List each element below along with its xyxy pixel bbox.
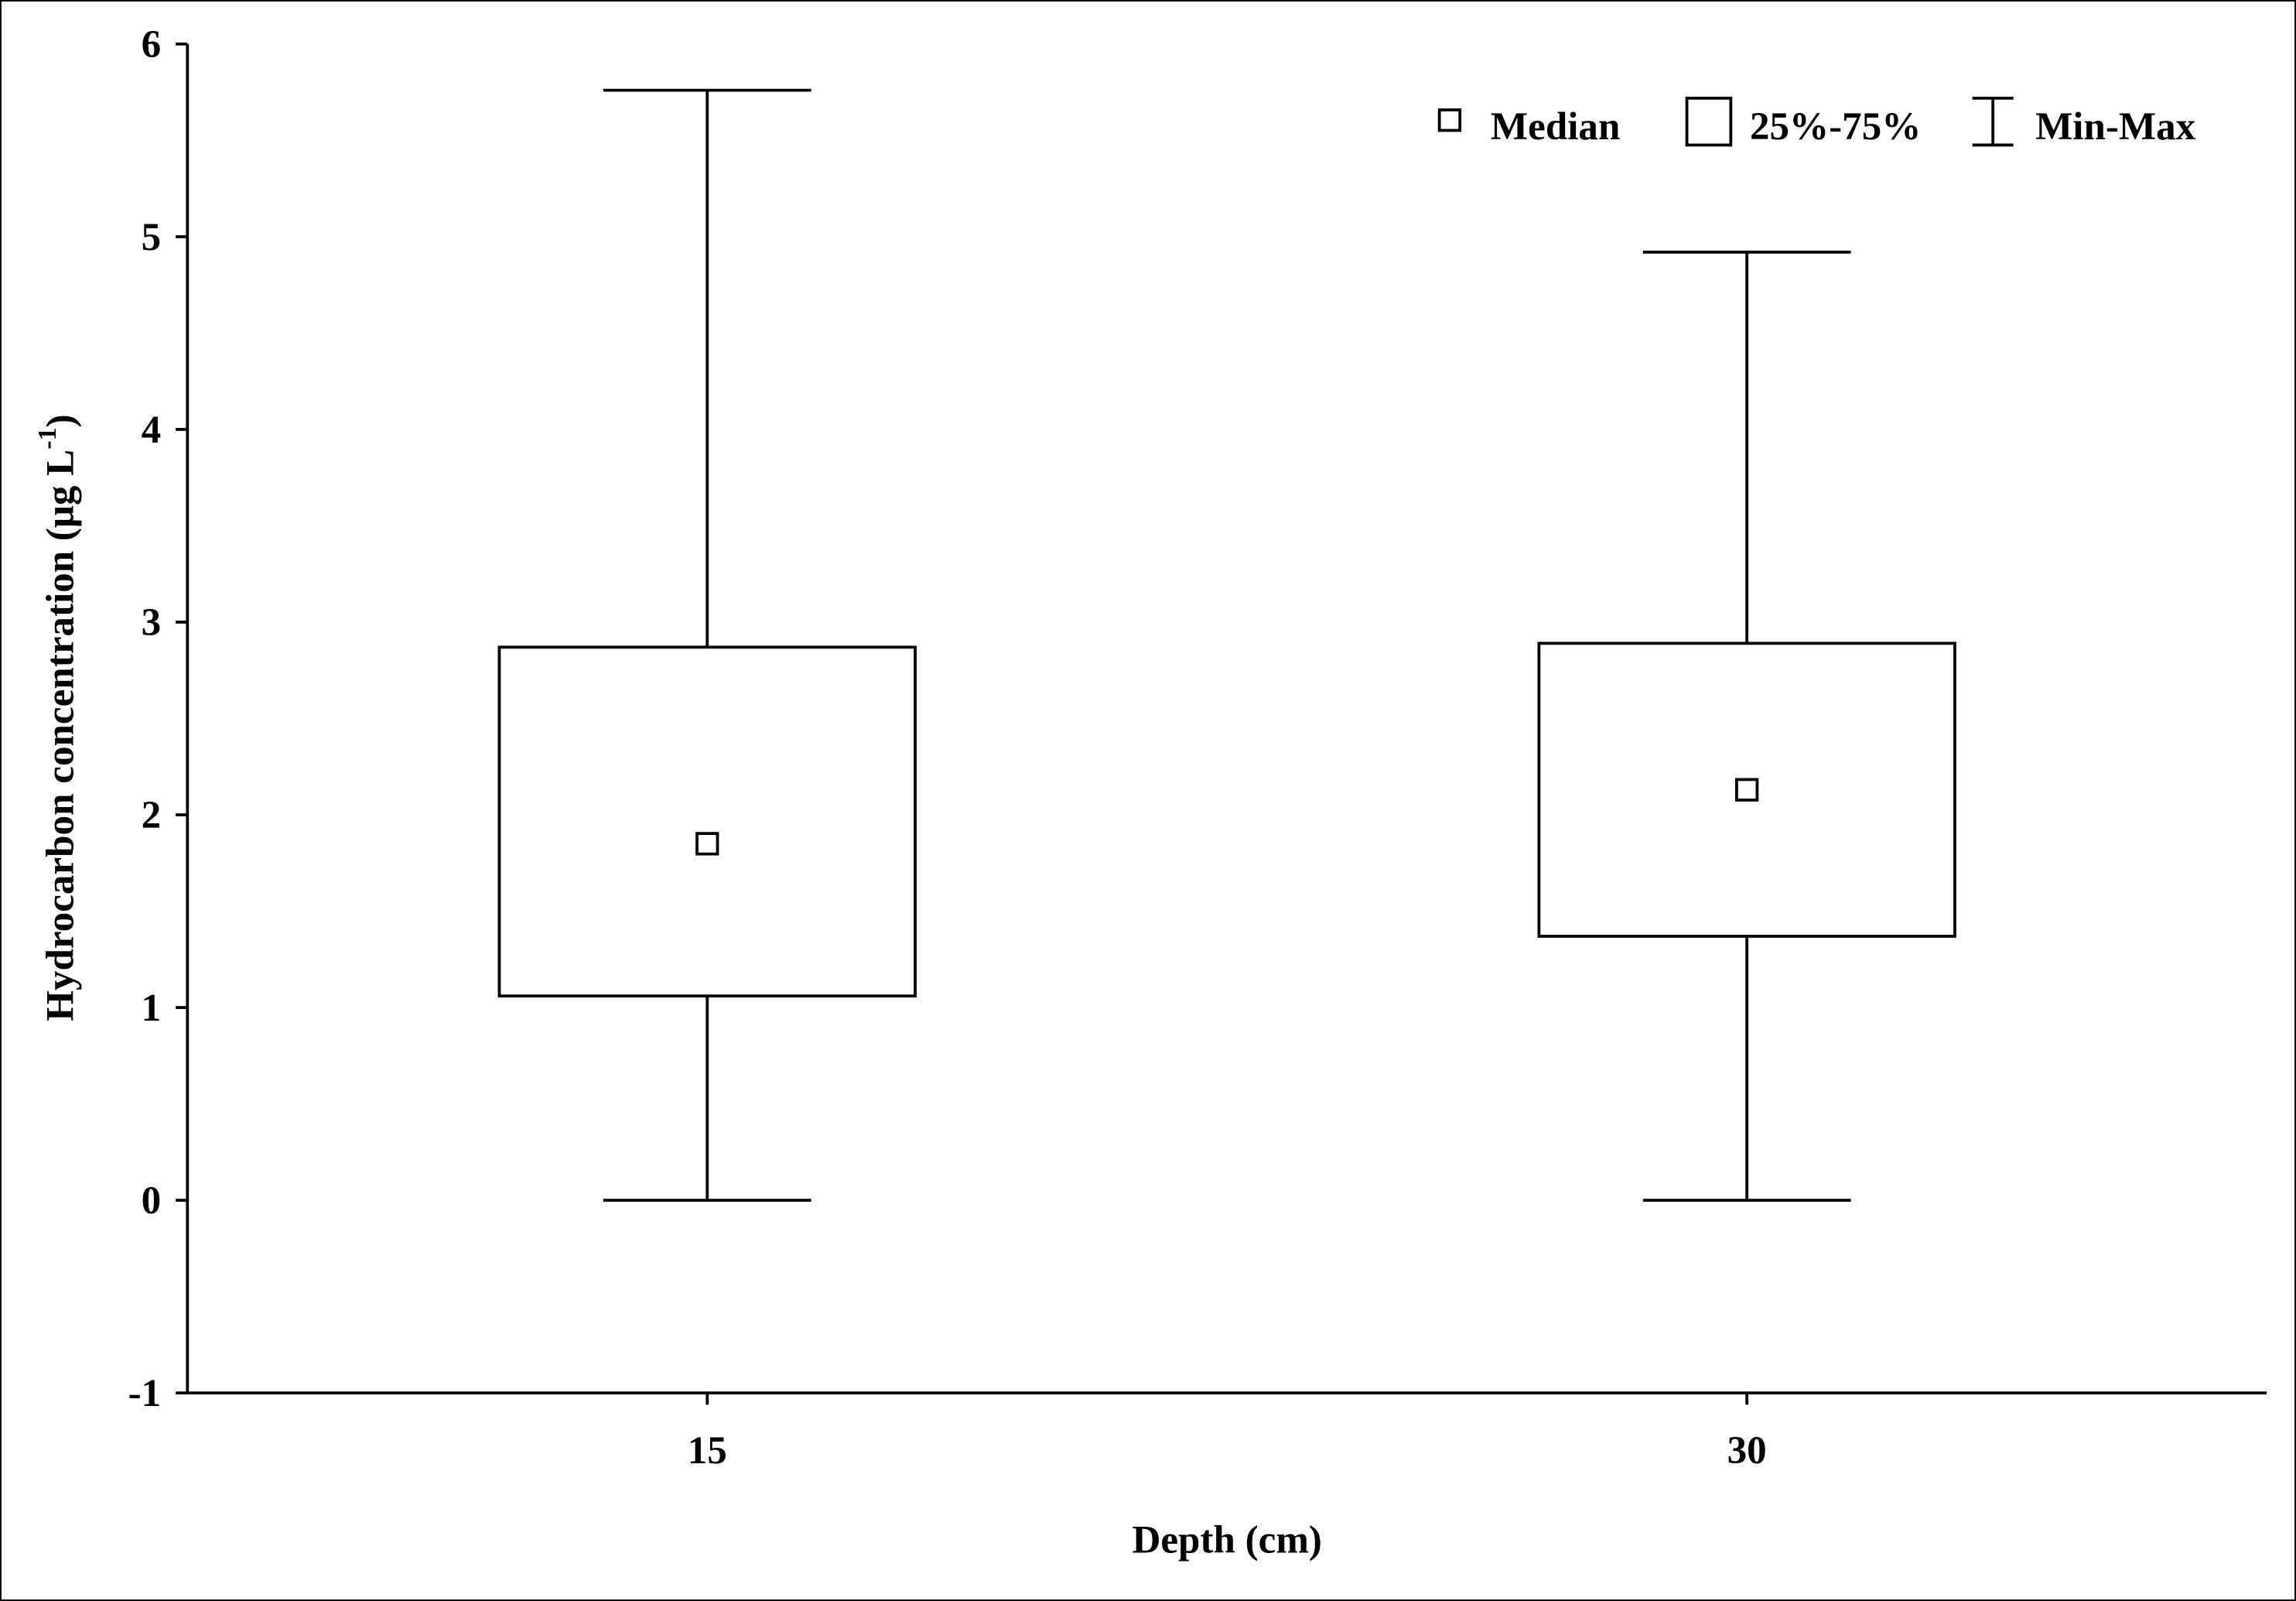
x-tick-label: 15 — [688, 1428, 727, 1473]
y-tick-label: 3 — [142, 600, 162, 645]
y-title-end: ) — [39, 414, 83, 427]
y-tick-label: 4 — [142, 408, 162, 452]
x-tick-label: 30 — [1727, 1428, 1767, 1473]
y-tick-label: 5 — [142, 215, 162, 259]
median-marker — [695, 832, 719, 856]
legend-label: 25%-75% — [1750, 104, 1921, 149]
legend-label: Median — [1491, 104, 1620, 149]
y-tick-label: 0 — [142, 1179, 162, 1223]
legend-box-icon — [1685, 96, 1733, 147]
y-axis-title: Hydrocarbon concentration (μg L-1) — [33, 414, 83, 1021]
median-marker — [1735, 778, 1759, 802]
x-axis-title: Depth (cm) — [1132, 1517, 1321, 1562]
y-title-text: Hydrocarbon concentration (μg L — [39, 450, 83, 1021]
y-tick-label: 6 — [142, 22, 162, 67]
y-tick-label: -1 — [128, 1371, 162, 1415]
y-tick-label: 1 — [142, 986, 162, 1030]
box — [497, 645, 917, 998]
y-title-superscript: -1 — [33, 427, 62, 449]
legend-median-icon — [1437, 108, 1462, 132]
legend-label: Min-Max — [2035, 104, 2196, 149]
y-tick-label: 2 — [142, 793, 162, 837]
